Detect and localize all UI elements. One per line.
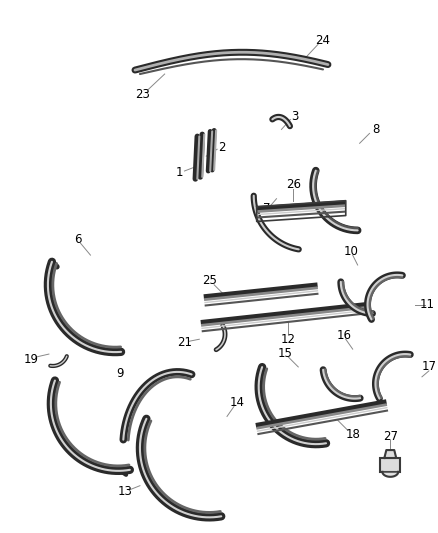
Text: 7: 7 bbox=[263, 202, 270, 215]
Text: 17: 17 bbox=[421, 360, 436, 374]
Text: 21: 21 bbox=[177, 336, 192, 349]
Text: 24: 24 bbox=[315, 34, 331, 47]
Text: 15: 15 bbox=[278, 346, 293, 360]
Text: 2: 2 bbox=[218, 141, 226, 154]
Text: 23: 23 bbox=[135, 88, 150, 101]
FancyBboxPatch shape bbox=[380, 458, 400, 472]
Text: 10: 10 bbox=[343, 245, 358, 257]
Text: 3: 3 bbox=[292, 110, 299, 123]
Text: 13: 13 bbox=[118, 485, 133, 498]
Text: 25: 25 bbox=[202, 274, 217, 287]
Text: 11: 11 bbox=[420, 298, 434, 311]
Text: 18: 18 bbox=[345, 428, 360, 441]
Text: 19: 19 bbox=[24, 352, 39, 366]
Text: 27: 27 bbox=[383, 430, 398, 443]
Text: 16: 16 bbox=[336, 329, 351, 342]
Text: 14: 14 bbox=[230, 396, 244, 409]
Text: 26: 26 bbox=[286, 179, 301, 191]
Text: 12: 12 bbox=[281, 333, 296, 346]
Text: 9: 9 bbox=[117, 367, 124, 381]
Polygon shape bbox=[385, 450, 396, 458]
Text: 1: 1 bbox=[176, 166, 183, 180]
Text: 6: 6 bbox=[74, 233, 81, 246]
Text: 8: 8 bbox=[372, 123, 379, 136]
